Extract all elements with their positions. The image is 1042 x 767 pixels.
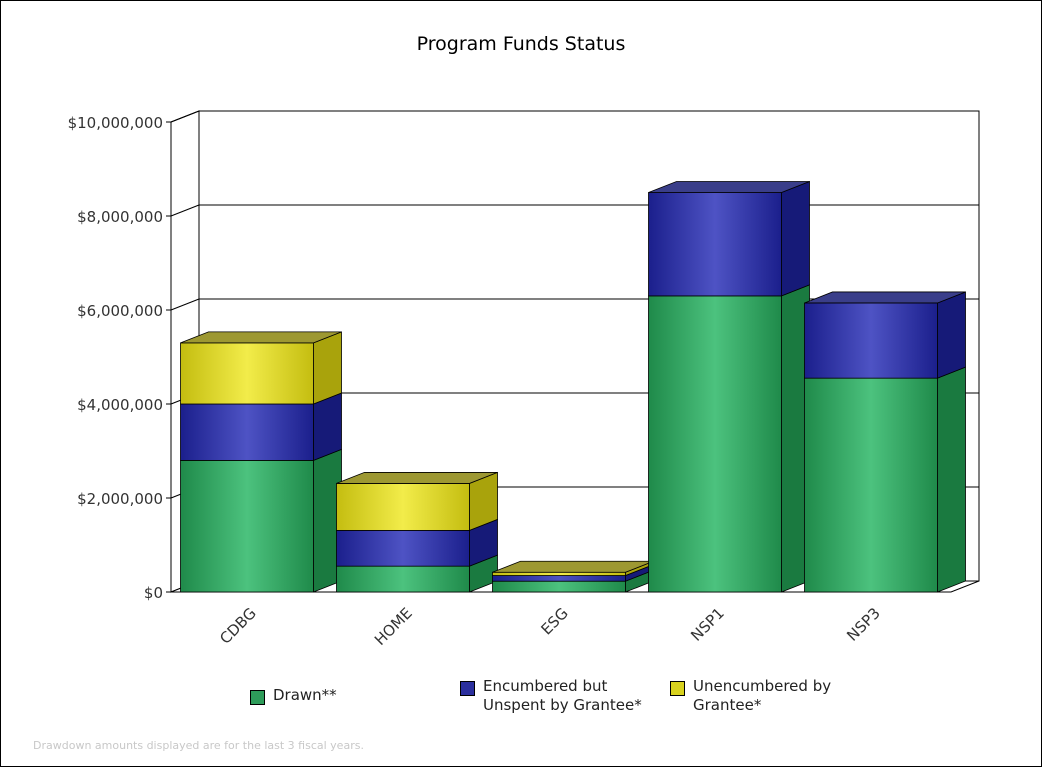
grid-line-side [170,110,200,123]
bar-home-1 [336,530,470,567]
bar-esg-2 [492,571,626,576]
y-tick-label: $6,000,000 [77,302,163,320]
legend-label-unencumbered: Unencumbered by Grantee* [693,677,832,714]
legend-label-encumbered: Encumbered but Unspent by Grantee* [483,677,642,714]
y-tick-label: $2,000,000 [77,490,163,508]
footnote: Drawdown amounts displayed are for the l… [33,739,364,752]
chart-title: Program Funds Status [416,33,626,55]
legend-swatch-drawn [250,690,265,705]
bar-cdbg-0 [180,459,314,593]
x-label-nsp1: NSP1 [687,604,728,645]
legend-item-drawn: Drawn** [250,686,337,705]
bar-side-cdbg-2 [313,331,342,405]
x-label-esg: ESG [537,604,571,638]
legend-swatch-unencumbered [670,681,685,696]
bar-side-nsp1-1 [781,180,810,297]
bar-esg-1 [492,575,626,582]
legend-item-unencumbered: Unencumbered by Grantee* [670,677,831,715]
bar-top-nsp1 [648,181,810,193]
bar-marks [180,180,966,593]
bar-nsp3-1 [804,302,938,379]
y-axis-ticks: $0 $2,000,000 $4,000,000 $6,000,000 $8,000,0… [68,114,172,602]
bar-home-0 [336,565,470,593]
bar-top-esg [492,560,654,573]
bar-side-cdbg-1 [313,392,342,461]
x-label-home: HOME [371,604,416,649]
bar-top-home [336,472,498,484]
bar-esg-0 [492,580,626,593]
x-axis-labels: CDBG HOME ESG NSP1 NSP3 [216,604,884,649]
legend-swatch-encumbered [460,681,475,696]
y-tick-label: $8,000,000 [77,208,163,226]
bar-top-nsp3 [804,291,966,304]
bar-nsp1-0 [648,295,782,593]
x-label-nsp3: NSP3 [843,604,884,645]
grid-line-side [170,204,200,217]
y-tick-label: $10,000,000 [68,114,163,132]
bar-nsp3-0 [804,377,938,593]
bar-cdbg-2 [180,342,314,405]
x-label-cdbg: CDBG [216,604,260,648]
y-tick-label: $4,000,000 [77,396,163,414]
bar-top-cdbg [180,331,342,344]
bar-side-nsp3-0 [937,366,966,593]
bar-cdbg-1 [180,403,314,461]
bar-side-nsp3-1 [937,291,966,379]
bar-home-2 [336,483,470,531]
grid-line-side [170,298,200,311]
bar-nsp1-1 [648,192,782,297]
legend-label-drawn: Drawn** [273,686,337,704]
y-tick-label: $0 [144,584,163,602]
legend-item-encumbered: Encumbered but Unspent by Grantee* [460,677,642,715]
